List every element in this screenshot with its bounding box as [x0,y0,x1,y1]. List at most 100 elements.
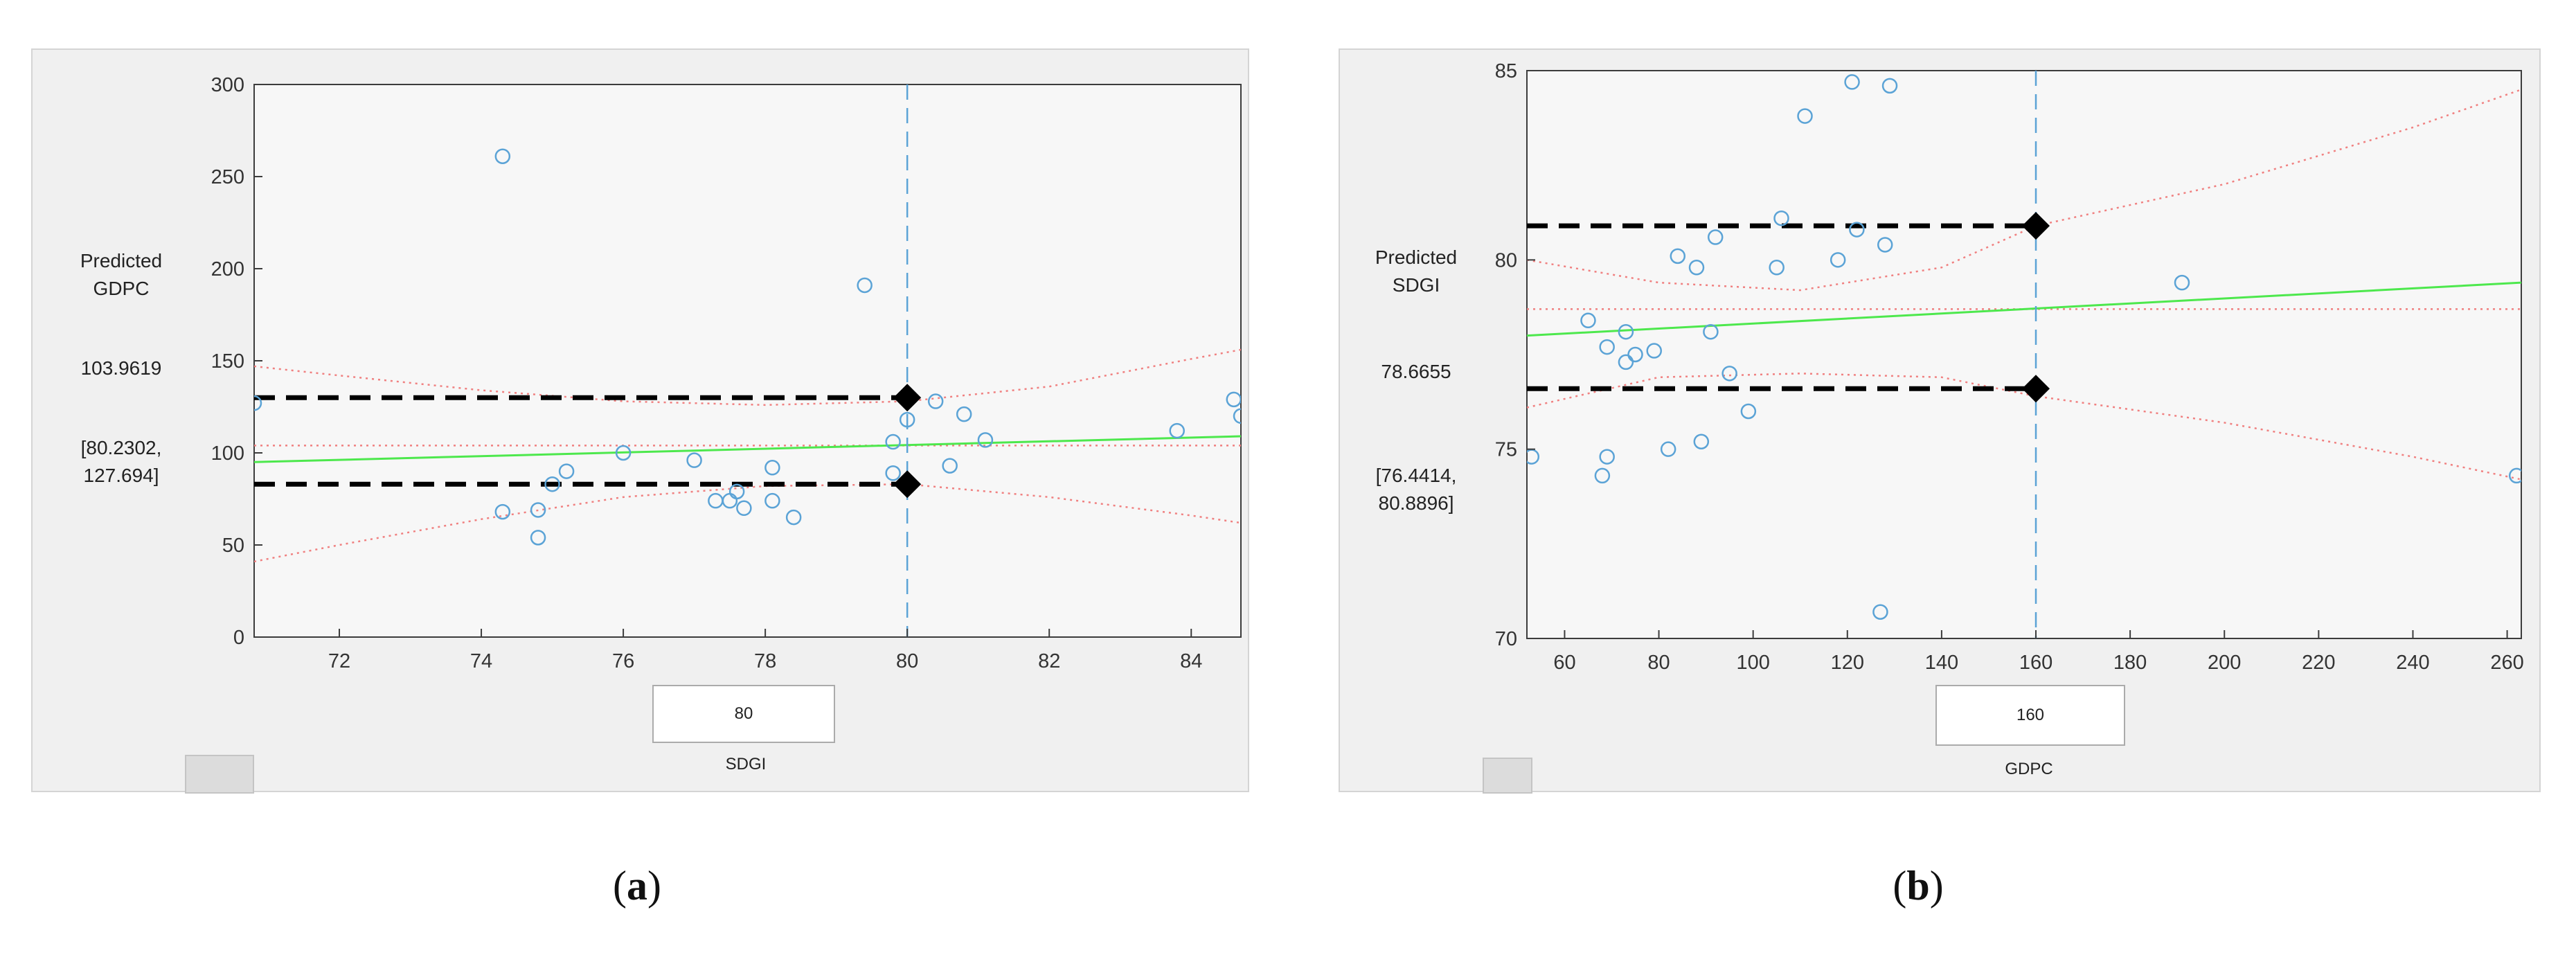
data-point [1599,339,1615,355]
upper-bound-marker [893,384,922,412]
x-tick-label: 260 [2490,652,2523,674]
data-point [942,458,958,474]
data-point [1580,312,1596,329]
data-point [2508,467,2521,484]
data-point [1618,323,1634,340]
caption-letter-a: a [627,863,647,909]
data-point [736,500,752,517]
data-point [927,393,944,409]
data-point [1233,408,1241,424]
caption-a: (a) [613,863,661,909]
data-point [1721,366,1737,382]
data-point [764,492,780,509]
data-point [728,483,745,500]
plot-a[interactable]: 0 50 100 150 200 250 300 72 74 76 78 80 82 84 [33,50,1248,791]
data-point [494,148,511,164]
prediction-value-a: 103.9619 [80,357,162,379]
corner-control-b[interactable] [1483,758,1532,794]
plot-content [1527,71,2521,638]
data-point [530,502,546,518]
data-point [1594,467,1611,484]
data-point [1169,422,1185,439]
interval-line2: 127.694] [83,465,159,486]
x-tick-label: 60 [1553,652,1575,674]
lower-bound-marker [893,470,922,499]
x-tick-label: 200 [2208,652,2241,674]
data-point [857,277,873,294]
predicted-label-line1: Predicted [80,250,163,271]
predicted-label-line2: GDPC [93,278,150,299]
data-point [1627,346,1643,363]
data-point [1646,343,1663,359]
predicted-label-b: Predicted SDGI [1347,244,1485,299]
data-point [785,509,802,526]
x-tick-label: 140 [1925,652,1958,674]
data-point [1618,354,1634,370]
x-tick-label: 76 [612,650,634,672]
x-tick-label: 80 [1647,652,1670,674]
predicted-label-a: Predicted GDPC [38,247,204,303]
data-point [899,411,915,428]
x-tick-label: 220 [2302,652,2335,674]
data-point [1830,252,1846,268]
data-point [764,460,780,476]
data-point [544,476,560,492]
data-point [956,406,972,422]
corner-control-a[interactable] [185,755,254,794]
x-tick-label: 72 [328,650,350,672]
x-tick-label: 84 [1180,650,1202,672]
data-point [530,530,546,546]
data-point [885,433,901,450]
data-point [1670,248,1686,265]
data-point [1844,74,1860,90]
data-point [1599,449,1615,465]
data-point [885,465,901,481]
data-point [254,395,262,411]
plot-content [254,84,1241,637]
prediction-value-b: 78.6655 [1381,361,1451,382]
x-tick-label: 240 [2396,652,2429,674]
interval-a: [80.2302, 127.694] [38,434,204,490]
y-tick-label: 250 [211,166,244,188]
fit-line [254,435,1241,463]
interval-line1: [80.2302, [80,437,162,458]
data-point [615,445,632,461]
x-tick-label: 120 [1831,652,1864,674]
data-point [494,503,511,520]
x-tick-label: 78 [754,650,776,672]
data-point [1881,78,1898,94]
caption-letter-b: b [1906,863,1930,909]
caption-b: (b) [1893,863,1944,909]
y-tick-label: 50 [222,535,244,557]
data-point [686,452,702,468]
data-point [1703,323,1719,340]
lower-bound-marker [2022,375,2050,403]
y-tick-label: 85 [1495,60,1517,82]
plot-area [253,84,1242,638]
y-tick-label: 300 [211,74,244,96]
x-value-input-a[interactable]: 80 [652,685,835,743]
data-point [1693,433,1710,449]
y-tick-label: 100 [211,442,244,465]
upper-confidence-bound [1527,89,2521,292]
data-point [1740,403,1757,420]
interval-line2: 80.8896] [1378,492,1454,514]
x-value-input-b[interactable]: 160 [1935,685,2125,746]
plot-b[interactable]: 70 75 80 85 60 80 100 120 140 160 180 200 220 240 260 [1340,50,2539,791]
x-tick-label: 74 [470,650,492,672]
x-tick-label: 80 [896,650,918,672]
data-point [1707,229,1724,245]
data-point [1769,260,1785,276]
data-point [1773,210,1789,226]
y-tick-label: 0 [233,627,244,649]
x-tick-label: 160 [2019,652,2052,674]
panel-b: 70 75 80 85 60 80 100 120 140 160 180 200 220 240 260 … [1339,48,2541,794]
interval-b: [76.4414, 80.8896] [1347,462,1485,517]
x-axis-name-b: GDPC [2005,760,2053,778]
upper-bound-marker [2022,212,2050,240]
x-tick-label: 100 [1736,652,1769,674]
upper-confidence-bound [254,348,1241,406]
data-point [1660,441,1676,457]
x-tick-label: 82 [1038,650,1060,672]
data-point [1849,222,1865,238]
